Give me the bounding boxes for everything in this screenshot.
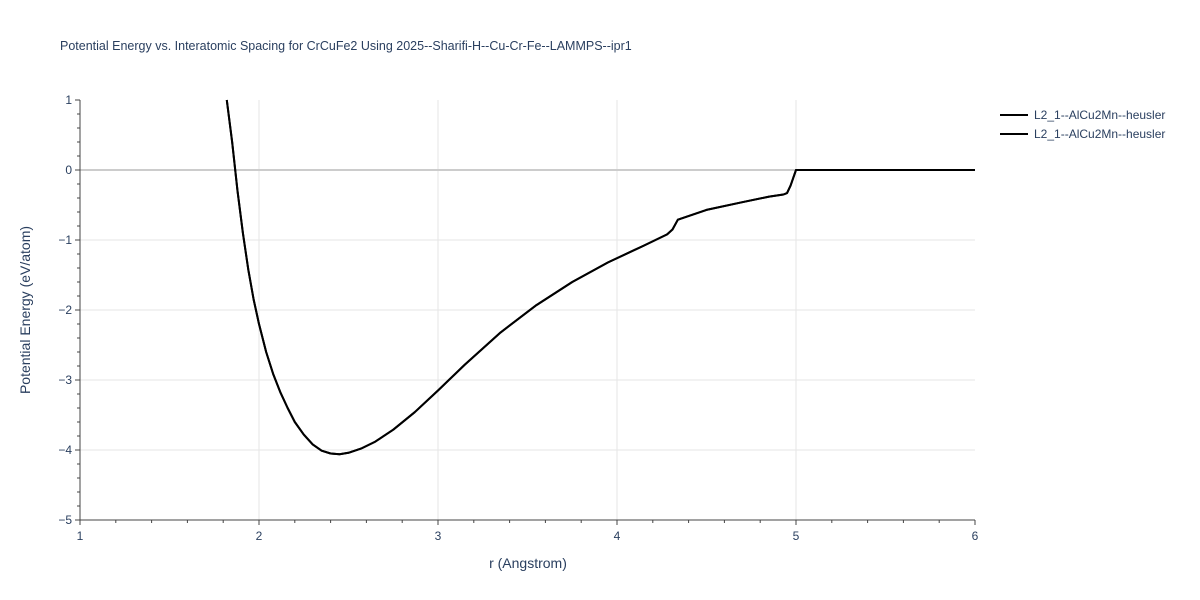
x-tick-label: 1 xyxy=(77,529,84,543)
legend-item[interactable]: L2_1--AlCu2Mn--heusler xyxy=(1000,108,1165,122)
y-tick-label: −4 xyxy=(58,443,72,457)
y-tick-label: −2 xyxy=(58,303,72,317)
legend-label: L2_1--AlCu2Mn--heusler xyxy=(1034,108,1165,122)
x-tick-label: 6 xyxy=(972,529,979,543)
x-tick-label: 4 xyxy=(614,529,621,543)
y-axis-title: Potential Energy (eV/atom) xyxy=(17,226,33,394)
x-tick-label: 3 xyxy=(435,529,442,543)
x-tick-label: 2 xyxy=(256,529,263,543)
y-tick-label: −5 xyxy=(58,513,72,527)
legend-item[interactable]: L2_1--AlCu2Mn--heusler xyxy=(1000,127,1165,141)
grid-layer xyxy=(80,100,975,520)
legend[interactable]: L2_1--AlCu2Mn--heusler L2_1--AlCu2Mn--heu… xyxy=(1000,108,1165,141)
axes-layer: 1 2 3 4 5 6 1 0 −1 −2 −3 −4 −5 xyxy=(58,93,978,543)
y-tick-label: 1 xyxy=(65,93,72,107)
series-line-2[interactable] xyxy=(225,99,975,456)
y-tick-label: 0 xyxy=(65,163,72,177)
chart-title: Potential Energy vs. Interatomic Spacing… xyxy=(60,39,632,53)
series-layer xyxy=(225,99,975,456)
x-tick-label: 5 xyxy=(793,529,800,543)
legend-label: L2_1--AlCu2Mn--heusler xyxy=(1034,127,1165,141)
y-tick-label: −1 xyxy=(58,233,72,247)
y-tick-label: −3 xyxy=(58,373,72,387)
x-axis-title: r (Angstrom) xyxy=(489,555,567,571)
series-line-1[interactable] xyxy=(225,99,975,456)
